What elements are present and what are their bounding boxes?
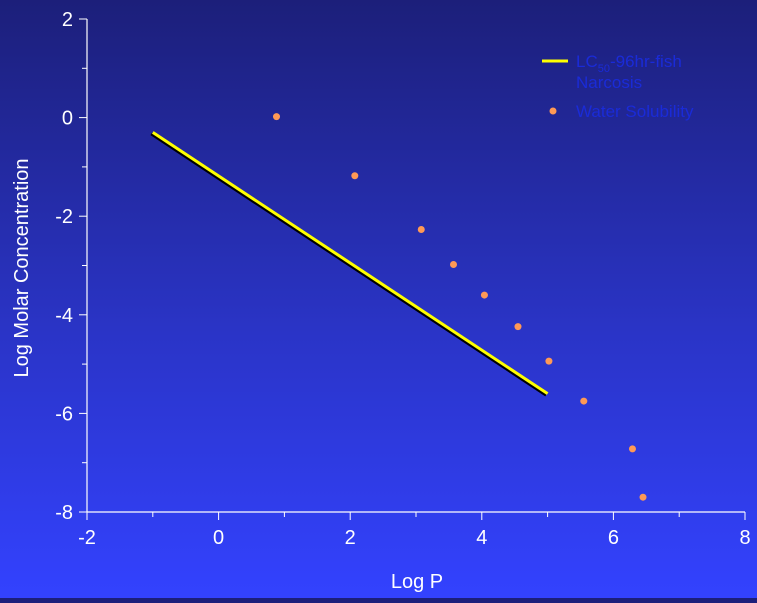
water-solubility-point <box>639 493 647 501</box>
lc50-line-shadow <box>150 132 547 397</box>
scatter-series <box>273 113 647 501</box>
x-tick-label: 2 <box>345 527 356 549</box>
water-solubility-point <box>480 291 488 299</box>
legend-label-lc50: LC50-96hr-fish <box>576 52 682 75</box>
y-tick-label: -2 <box>55 206 73 228</box>
y-tick-label: 0 <box>62 108 73 130</box>
water-solubility-point <box>450 261 458 269</box>
legend: LC50-96hr-fish Narcosis Water Solubility <box>542 52 694 121</box>
water-solubility-point <box>628 445 636 453</box>
tick-marks <box>79 18 746 520</box>
y-tick-label: -6 <box>55 403 73 425</box>
y-tick-label: 2 <box>62 9 73 31</box>
line-series <box>150 131 549 397</box>
water-solubility-point <box>580 397 588 405</box>
legend-lc-subscript: 50 <box>598 63 610 75</box>
x-tick-label: 8 <box>739 527 750 549</box>
water-solubility-point <box>417 226 425 234</box>
water-solubility-point <box>273 113 281 121</box>
legend-lc-main: LC <box>576 52 598 71</box>
legend-dot-swatch <box>549 107 557 115</box>
legend-lc-rest: -96hr-fish <box>610 52 682 71</box>
y-tick-label: -8 <box>55 502 73 524</box>
y-tick-labels: 2 0 -2 -4 -6 -8 <box>55 9 73 524</box>
x-tick-label: -2 <box>78 527 96 549</box>
y-axis-label: Log Molar Concentration <box>11 158 33 377</box>
lc50-line <box>151 131 549 395</box>
x-tick-labels: -2 0 2 4 6 8 <box>78 527 750 549</box>
x-tick-label: 6 <box>608 527 619 549</box>
water-solubility-point <box>351 172 359 180</box>
x-axis-label: Log P <box>391 571 443 593</box>
y-tick-label: -4 <box>55 305 73 327</box>
water-solubility-point <box>545 357 553 365</box>
legend-label-water-solubility: Water Solubility <box>576 102 694 121</box>
x-tick-label: 0 <box>213 527 224 549</box>
axes <box>86 19 745 513</box>
x-tick-label: 4 <box>476 527 487 549</box>
legend-label-narcosis: Narcosis <box>576 73 642 92</box>
water-solubility-point <box>514 323 522 331</box>
